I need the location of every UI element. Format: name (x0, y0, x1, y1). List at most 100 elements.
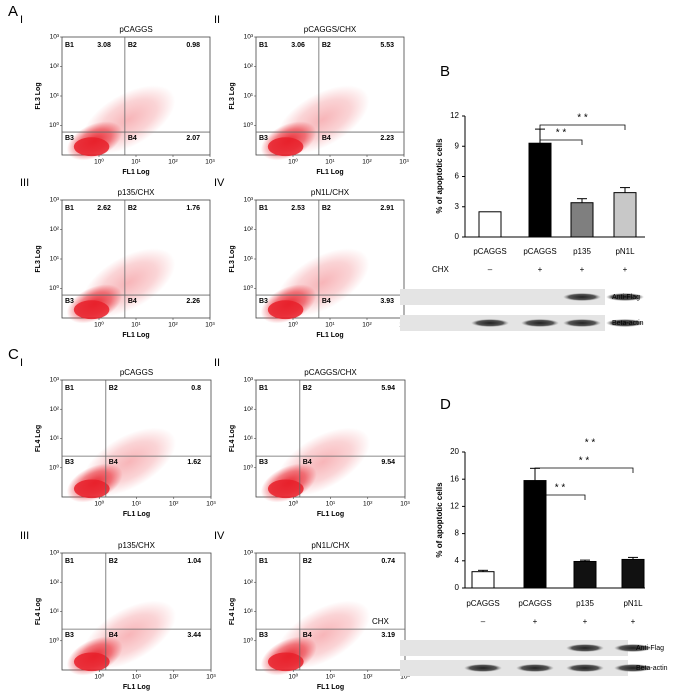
blot-band (566, 664, 604, 672)
quadrant-name: B2 (322, 205, 331, 212)
x-tick-label: 10¹ (326, 501, 336, 508)
quadrant-name: B1 (259, 42, 268, 49)
quadrant-name: B4 (128, 298, 137, 305)
quadrant-name: B2 (128, 205, 137, 212)
significance-bracket (539, 124, 626, 130)
y-tick-label: 10² (244, 406, 254, 413)
x-tick-label: 10² (168, 159, 178, 166)
x-tick-label: 10⁰ (288, 500, 298, 508)
y-tick-label: 10⁰ (49, 636, 59, 644)
x-tick-label: pN1L (615, 247, 635, 256)
y-axis-label: % of apoptotic cells (435, 138, 444, 214)
y-tick-label: 10² (244, 226, 254, 233)
subpanel-label: II (214, 357, 220, 369)
x-tick-label: pCAGGS (518, 599, 551, 608)
quadrant-name: B2 (303, 385, 312, 392)
quadrant-percent: 5.53 (380, 42, 394, 49)
blot-label: Anti-Flag (636, 645, 664, 652)
significance-label: * * (555, 483, 566, 494)
significance-bracket (534, 467, 634, 473)
bar (471, 571, 495, 589)
quadrant-name: B1 (65, 385, 74, 392)
bar (573, 560, 597, 589)
significance-label: * * (585, 438, 596, 449)
subpanel-label: II (214, 14, 220, 26)
panel-letter: D (440, 396, 451, 413)
quadrant-name: B3 (259, 459, 268, 466)
significance-bracket (534, 494, 586, 500)
plot-title: pCAGGS/CHX (304, 25, 357, 34)
x-tick-label: 10² (363, 501, 373, 508)
bar (613, 192, 637, 238)
x-tick-label: 10² (169, 501, 179, 508)
y-tick-label: 10³ (244, 197, 254, 204)
x-axis-label: FL1 Log (316, 169, 343, 176)
subpanel-label: III (20, 530, 29, 542)
y-tick-label: 10⁰ (49, 121, 59, 129)
x-tick-label: 10¹ (132, 674, 142, 681)
x-tick-label: 10⁰ (94, 500, 104, 508)
y-tick-label: 6 (455, 172, 460, 181)
y-tick-label: 16 (450, 474, 459, 483)
treatment-sign: – (488, 265, 493, 274)
y-tick-label: 10³ (244, 550, 254, 557)
treatment-label: CHX (372, 617, 390, 626)
treatment-sign: + (623, 265, 628, 274)
subpanel-label: IV (214, 177, 225, 189)
quadrant-name: B3 (259, 135, 268, 142)
quadrant-name: B1 (259, 385, 268, 392)
blot-band (516, 664, 554, 672)
x-tick-label: pN1L (623, 599, 643, 608)
y-tick-label: 10² (50, 63, 60, 70)
x-tick-label: 10² (169, 674, 179, 681)
x-axis-label: FL1 Log (122, 169, 149, 176)
y-axis-label: FL3 Log (35, 82, 42, 109)
blot-strip (400, 289, 605, 305)
blot-band (563, 293, 601, 301)
y-tick-label: 10¹ (244, 256, 254, 263)
x-axis-label: FL1 Log (317, 511, 344, 518)
y-axis-label: FL3 Log (229, 245, 236, 272)
y-axis-label: FL4 Log (229, 425, 236, 452)
plot-title: pCAGGS/CHX (304, 368, 357, 377)
treatment-sign: + (533, 617, 538, 626)
quadrant-name: B2 (109, 558, 118, 565)
quadrant-percent: 1.62 (187, 459, 201, 466)
y-tick-label: 10¹ (244, 608, 254, 615)
quadrant-name: B4 (303, 459, 312, 466)
blot-band (606, 293, 644, 301)
subpanel-label: IV (214, 530, 225, 542)
x-tick-label: 10¹ (131, 322, 141, 329)
bar (478, 211, 502, 238)
subpanel-label: I (20, 14, 23, 26)
bar (621, 558, 645, 589)
quadrant-name: B1 (65, 205, 74, 212)
significance-label: * * (579, 456, 590, 467)
y-tick-label: 10¹ (244, 93, 254, 100)
x-tick-label: 10³ (205, 322, 215, 329)
quadrant-name: B3 (259, 298, 268, 305)
quadrant-name: B4 (109, 632, 118, 639)
density-cloud (275, 248, 370, 317)
x-tick-label: 10¹ (325, 159, 335, 166)
x-tick-label: 10⁰ (94, 158, 104, 166)
y-tick-label: 8 (455, 529, 460, 538)
y-axis-label: FL3 Log (229, 82, 236, 109)
x-tick-label: 10⁰ (94, 321, 104, 329)
quadrant-percent: 2.23 (380, 135, 394, 142)
treatment-sign: + (580, 265, 585, 274)
y-tick-label: 10² (50, 226, 60, 233)
x-tick-label: 10³ (400, 674, 410, 681)
x-tick-label: 10¹ (131, 159, 141, 166)
y-tick-label: 10¹ (50, 608, 60, 615)
y-tick-label: 10² (50, 579, 60, 586)
y-tick-label: 12 (450, 111, 459, 120)
y-tick-label: 3 (455, 202, 460, 211)
plot-title: pN1L/CHX (311, 188, 350, 197)
treatment-sign: + (583, 617, 588, 626)
x-tick-label: 10³ (399, 159, 409, 166)
y-tick-label: 10³ (50, 34, 60, 41)
x-tick-label: 10² (168, 322, 178, 329)
quadrant-name: B1 (259, 205, 268, 212)
quadrant-percent: 9.54 (381, 459, 395, 466)
